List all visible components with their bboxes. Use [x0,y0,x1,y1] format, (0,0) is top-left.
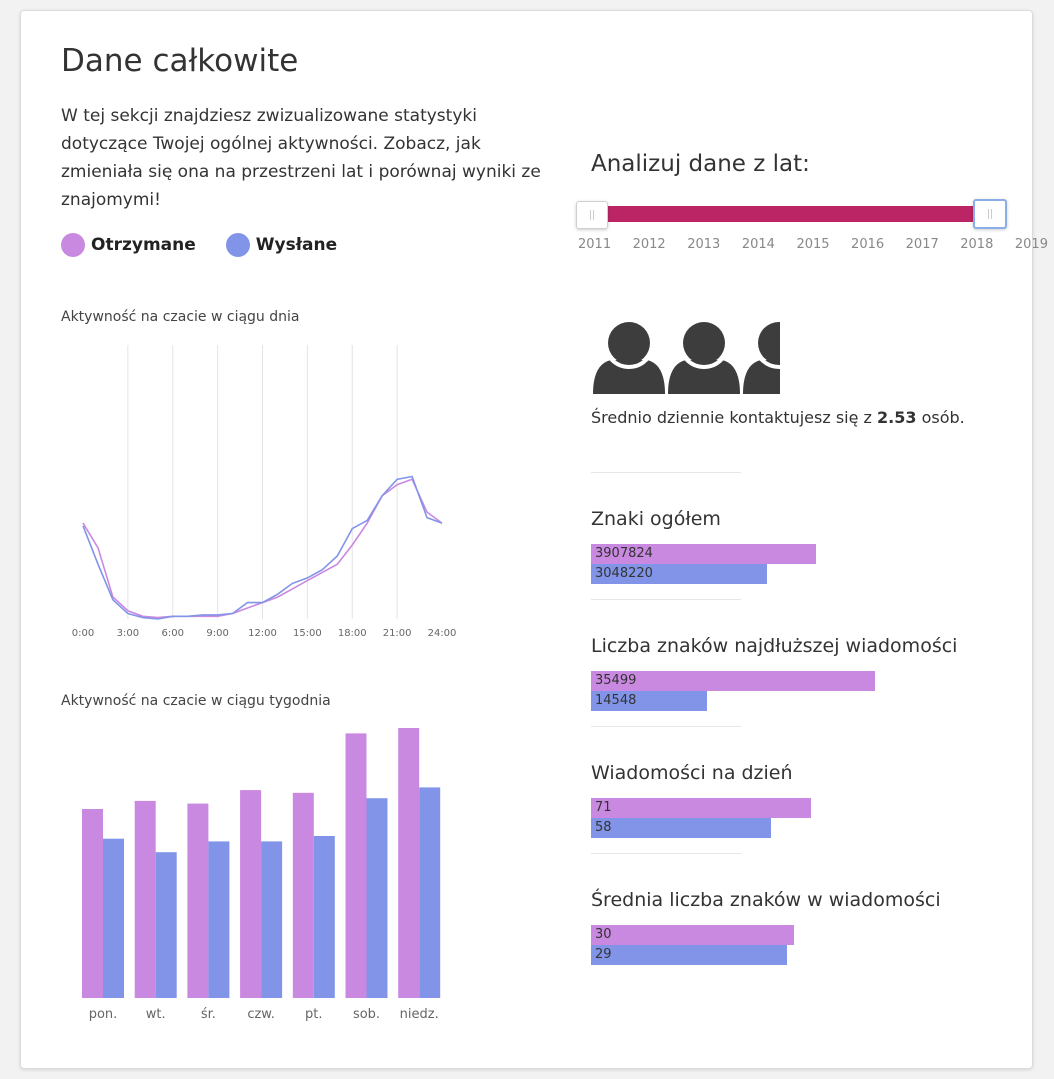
bar-received [345,733,367,998]
x-tick-label: 24:00 [428,628,457,637]
divider [591,853,741,854]
x-tick-label: 18:00 [338,628,367,637]
received-dot-icon [61,233,85,257]
bar-received [292,792,314,998]
x-tick-label: 9:00 [206,628,228,637]
legend-sent: Wysłane [225,233,338,257]
divider [591,472,741,473]
x-tick-label: 15:00 [293,628,322,637]
avg-contacts-text: Średnio dziennie kontaktujesz się z 2.53… [591,408,965,427]
x-tick-label: sob. [353,1007,380,1021]
messages-per-day-title: Wiadomości na dzień [591,762,793,784]
divider [591,599,741,600]
x-tick-label: 12:00 [248,628,277,637]
x-tick-label: czw. [247,1007,275,1021]
bar-received [240,790,262,998]
person-icon [593,317,665,394]
year-ticks: 2011 2012 2013 2014 2015 2016 2017 2018 2019 [578,237,1048,252]
legend-sent-label: Wysłane [255,235,338,255]
daily-activity-chart: 0:00 3:00 6:00 9:00 12:00 15:00 18:00 21:00 24:0… [72,345,457,637]
year-tick-label: 2017 [905,237,939,252]
avg-chars-sent-bar: 29 [591,945,788,965]
messages-per-day-sent-bar: 58 [591,818,771,838]
longest-message-received-bar: 35499 [591,671,875,691]
bar-received [398,728,420,998]
x-tick-label: 6:00 [162,628,184,637]
series-line-sent [82,475,443,620]
x-tick-label: 0:00 [72,628,94,637]
longest-message-title: Liczba znaków najdłuższej wiadomości [591,635,958,657]
bar-sent [261,841,283,998]
bar-sent [208,841,230,998]
legend-received-label: Otrzymane [91,235,196,255]
year-tick-label: 2018 [960,237,994,252]
legend: Otrzymane Wysłane [61,233,337,257]
weekly-activity-chart: pon. wt. śr. czw. pt. sob. niedz. [82,728,441,1021]
bar-sent [366,798,388,998]
messages-per-day-received-bar: 71 [591,798,812,818]
year-tick-label: 2012 [632,237,666,252]
x-tick-label: niedz. [400,1007,439,1021]
x-tick-label: 3:00 [117,628,139,637]
avg-contacts-prefix: Średnio dziennie kontaktujesz się z [591,408,878,427]
year-tick-label: 2011 [578,237,612,252]
person-icon [668,317,740,394]
avg-chars-title: Średnia liczba znaków w wiadomości [591,889,941,911]
year-tick-label: 2019 [1014,237,1048,252]
bar-sent [419,787,441,998]
legend-received: Otrzymane [61,233,196,257]
bar-received [134,800,156,998]
people-icons [593,317,780,394]
x-tick-label: śr. [201,1007,216,1021]
year-tick-label: 2014 [741,237,775,252]
person-icon-partial [743,317,780,394]
bar-received [82,809,103,998]
page-title: Dane całkowite [61,43,299,79]
avg-chars-received-bar: 30 [591,925,794,945]
slider-handle-start[interactable] [576,201,608,229]
x-tick-label: wt. [146,1007,166,1021]
sent-dot-icon [225,233,250,257]
bar-sent [103,838,124,998]
x-tick-label: pon. [89,1007,118,1021]
x-tick-label: 21:00 [383,628,412,637]
intro-text: W tej sekcji znajdziesz zwizualizowane s… [61,106,541,210]
total-chars-received-bar: 3907824 [591,544,817,564]
range-title: Analizuj dane z lat: [591,151,810,177]
year-tick-label: 2015 [796,237,830,252]
total-chars-sent-bar: 3048220 [591,564,767,584]
summary-card: Dane całkowite W tej sekcji znajdziesz z… [20,10,1048,1069]
x-tick-label: pt. [305,1007,322,1021]
weekly-chart-title: Aktywność na czacie w ciągu tygodnia [61,693,331,709]
bar-received [187,803,209,998]
divider [591,726,741,727]
longest-message-sent-bar: 14548 [591,691,708,711]
year-range-slider[interactable] [593,206,1007,222]
year-tick-label: 2016 [851,237,885,252]
year-tick-label: 2013 [687,237,721,252]
avg-contacts-suffix: osób. [916,408,965,427]
bar-sent [155,852,177,998]
slider-handle-end[interactable] [973,199,1007,229]
avg-contacts-value: 2.53 [877,408,917,427]
daily-chart-title: Aktywność na czacie w ciągu dnia [61,309,300,325]
total-chars-title: Znaki ogółem [591,508,721,530]
bar-sent [313,836,335,998]
